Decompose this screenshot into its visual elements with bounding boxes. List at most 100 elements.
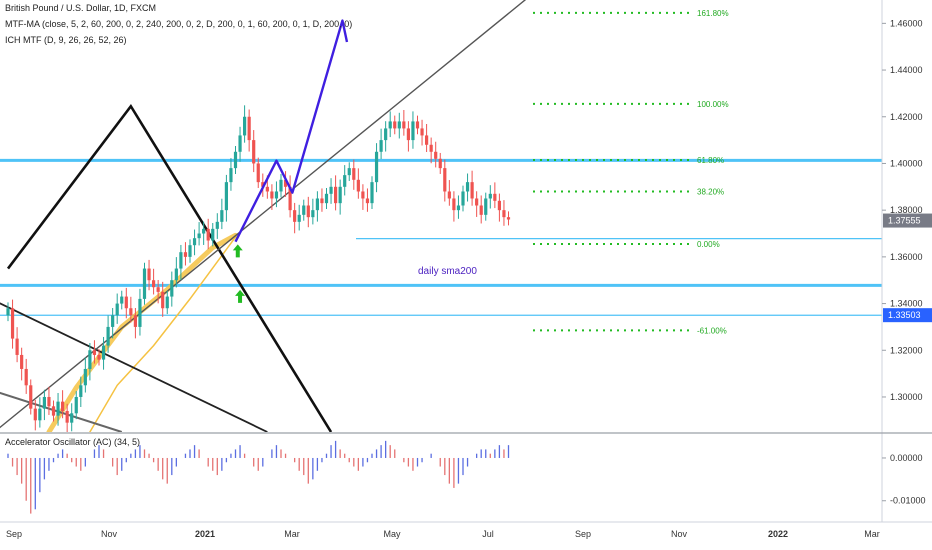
candle-body[interactable] bbox=[347, 168, 351, 176]
candle-body[interactable] bbox=[361, 191, 365, 199]
candle-body[interactable] bbox=[365, 198, 370, 204]
candle-body[interactable] bbox=[220, 210, 224, 222]
candle-body[interactable] bbox=[88, 350, 92, 369]
candle-body[interactable] bbox=[306, 205, 310, 218]
candle-body[interactable] bbox=[10, 308, 15, 339]
candle-body[interactable] bbox=[165, 296, 169, 309]
candle-body[interactable] bbox=[465, 182, 470, 192]
candle-body[interactable] bbox=[92, 350, 97, 355]
legend-ac[interactable]: Accelerator Oscillator (AC) (34, 5) bbox=[5, 437, 141, 447]
legend-symbol[interactable]: British Pound / U.S. Dollar, 1D, FXCM bbox=[5, 3, 157, 13]
trend-line[interactable] bbox=[0, 257, 268, 432]
candle-body[interactable] bbox=[101, 345, 106, 360]
candle-body[interactable] bbox=[238, 135, 242, 152]
candle-body[interactable] bbox=[261, 182, 265, 187]
candle-body[interactable] bbox=[51, 406, 56, 416]
candle-body[interactable] bbox=[379, 140, 383, 152]
candle-body[interactable] bbox=[142, 268, 147, 299]
candle-body[interactable] bbox=[338, 186, 342, 204]
candle-body[interactable] bbox=[243, 116, 247, 136]
candle-body[interactable] bbox=[438, 158, 442, 169]
candle-body[interactable] bbox=[329, 186, 333, 194]
candle-body[interactable] bbox=[393, 121, 397, 129]
candle-body[interactable] bbox=[192, 238, 197, 246]
candle-body[interactable] bbox=[120, 296, 124, 304]
candle-body[interactable] bbox=[343, 175, 347, 187]
candle-body[interactable] bbox=[479, 205, 483, 215]
candle-body[interactable] bbox=[229, 168, 233, 183]
candle-body[interactable] bbox=[183, 252, 188, 257]
candle-body[interactable] bbox=[256, 163, 260, 183]
candle-body[interactable] bbox=[56, 401, 60, 416]
candle-body[interactable] bbox=[470, 182, 474, 199]
candle-body[interactable] bbox=[156, 287, 160, 292]
candle-body[interactable] bbox=[247, 116, 251, 141]
candle-body[interactable] bbox=[29, 385, 33, 409]
candle-body[interactable] bbox=[111, 315, 115, 327]
candle-body[interactable] bbox=[425, 135, 429, 145]
candle-body[interactable] bbox=[370, 182, 374, 204]
candle-body[interactable] bbox=[352, 168, 356, 180]
candle-body[interactable] bbox=[402, 121, 406, 129]
candle-body[interactable] bbox=[161, 291, 165, 309]
candle-body[interactable] bbox=[97, 354, 101, 360]
candle-body[interactable] bbox=[283, 179, 288, 187]
candle-body[interactable] bbox=[279, 179, 283, 192]
candle-body[interactable] bbox=[356, 179, 360, 192]
candle-body[interactable] bbox=[215, 221, 219, 229]
up-arrow-icon[interactable] bbox=[232, 244, 243, 258]
candle-body[interactable] bbox=[293, 210, 297, 222]
candle-body[interactable] bbox=[197, 233, 201, 239]
candle-body[interactable] bbox=[493, 193, 497, 201]
trend-line[interactable] bbox=[6, 103, 333, 432]
candle-body[interactable] bbox=[334, 186, 338, 204]
candle-body[interactable] bbox=[475, 198, 479, 206]
candle-body[interactable] bbox=[443, 168, 447, 192]
candle-body[interactable] bbox=[384, 128, 388, 141]
candle-body[interactable] bbox=[47, 396, 51, 407]
candle-body[interactable] bbox=[497, 200, 501, 211]
candle-body[interactable] bbox=[79, 385, 83, 397]
candle-body[interactable] bbox=[447, 191, 451, 199]
candle-body[interactable] bbox=[434, 151, 438, 159]
candle-body[interactable] bbox=[65, 410, 69, 423]
candle-body[interactable] bbox=[406, 128, 410, 141]
candle-body[interactable] bbox=[297, 214, 301, 222]
candle-body[interactable] bbox=[179, 252, 183, 269]
candle-body[interactable] bbox=[147, 268, 151, 281]
candle-body[interactable] bbox=[288, 186, 292, 211]
candle-body[interactable] bbox=[115, 303, 119, 316]
candle-body[interactable] bbox=[174, 268, 178, 281]
sma200-thin-line[interactable] bbox=[89, 236, 237, 432]
candle-body[interactable] bbox=[20, 354, 24, 369]
candle-body[interactable] bbox=[320, 198, 324, 204]
candle-body[interactable] bbox=[15, 338, 19, 355]
candle-body[interactable] bbox=[138, 298, 142, 327]
candle-body[interactable] bbox=[133, 315, 137, 327]
candle-body[interactable] bbox=[206, 228, 210, 241]
candle-body[interactable] bbox=[388, 121, 392, 129]
candle-body[interactable] bbox=[233, 151, 238, 169]
projection-path[interactable] bbox=[234, 19, 349, 243]
candle-body[interactable] bbox=[484, 198, 488, 215]
candle-body[interactable] bbox=[33, 408, 37, 421]
candle-body[interactable] bbox=[83, 368, 87, 386]
ac-oscillator-pane[interactable] bbox=[7, 440, 510, 514]
candle-body[interactable] bbox=[397, 121, 401, 129]
candle-body[interactable] bbox=[420, 128, 424, 136]
trend-line[interactable] bbox=[0, 0, 654, 432]
candle-body[interactable] bbox=[429, 144, 433, 152]
candle-body[interactable] bbox=[324, 193, 329, 204]
candle-body[interactable] bbox=[61, 401, 65, 411]
candle-body[interactable] bbox=[129, 308, 133, 316]
candle-body[interactable] bbox=[42, 396, 46, 409]
candle-body[interactable] bbox=[188, 245, 192, 257]
candle-body[interactable] bbox=[502, 210, 506, 218]
candle-body[interactable] bbox=[461, 191, 465, 206]
candle-body[interactable] bbox=[411, 121, 415, 141]
trend-line[interactable] bbox=[0, 362, 123, 432]
candle-body[interactable] bbox=[74, 396, 78, 414]
candle-body[interactable] bbox=[452, 198, 456, 211]
candle-body[interactable] bbox=[374, 151, 379, 183]
legend-mtf-ma[interactable]: MTF-MA (close, 5, 2, 60, 200, 0, 2, 240,… bbox=[5, 19, 353, 29]
